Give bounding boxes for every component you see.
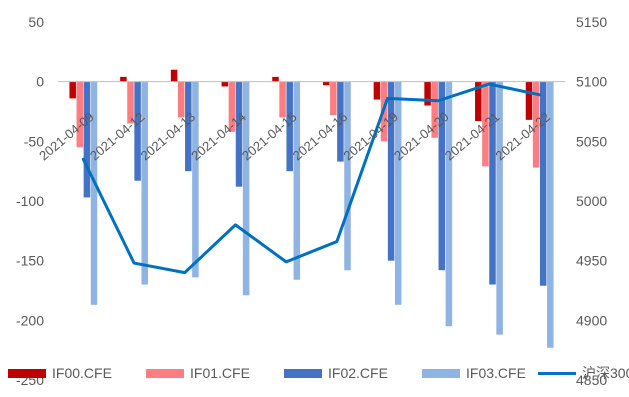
- bar-if03-cfe-2021-04-09: [90, 81, 98, 305]
- bar-if01-cfe-2021-04-15: [279, 81, 286, 118]
- bar-if02-cfe-2021-04-21: [489, 81, 496, 285]
- bar-if00-cfe-2021-04-22: [525, 81, 533, 120]
- y-left-tick-label: 50: [28, 14, 44, 30]
- bar-if03-cfe-2021-04-15: [293, 81, 301, 280]
- y-left-tick-label: -150: [16, 253, 44, 269]
- bar-if03-cfe-2021-04-19: [394, 81, 402, 305]
- bar-if00-cfe-2021-04-19: [373, 81, 381, 100]
- y-left-tick-label: 0: [36, 74, 44, 90]
- bar-if03-cfe-2021-04-13: [192, 81, 199, 278]
- legend-swatch: [146, 369, 184, 378]
- line-layer: [81, 82, 542, 275]
- bar-if02-cfe-2021-04-15: [286, 81, 293, 172]
- bar-if01-cfe-2021-04-16: [330, 81, 337, 116]
- bar-if03-cfe-2021-04-12: [141, 81, 148, 285]
- bar-if01-cfe-2021-04-22: [532, 81, 540, 168]
- bar-if03-cfe-2021-04-21: [496, 81, 503, 335]
- bar-if02-cfe-2021-04-22: [539, 81, 547, 286]
- legend-swatch: [284, 369, 322, 378]
- bar-if00-cfe-2021-04-09: [69, 81, 76, 99]
- bar-if02-cfe-2021-04-09: [83, 81, 91, 198]
- legend-swatch: [8, 369, 46, 378]
- bar-if02-cfe-2021-04-12: [134, 81, 141, 181]
- bar-if00-cfe-2021-04-21: [475, 81, 482, 122]
- bar-if00-cfe-2021-04-12: [120, 76, 127, 82]
- bar-if03-cfe-2021-04-16: [344, 81, 351, 271]
- bar-if00-cfe-2021-04-20: [424, 81, 431, 106]
- bar-if02-cfe-2021-04-16: [337, 81, 344, 162]
- bar-if00-cfe-2021-04-15: [272, 76, 279, 82]
- y-left-tick-label: -100: [16, 193, 44, 209]
- legend-label: IF03.CFE: [466, 365, 526, 381]
- bar-if00-cfe-2021-04-13: [170, 69, 178, 82]
- bar-if01-cfe-2021-04-12: [127, 81, 134, 124]
- bar-if02-cfe-2021-04-20: [438, 81, 446, 271]
- line-series-hs300: [81, 82, 542, 275]
- bar-if01-cfe-2021-04-13: [177, 81, 185, 118]
- y-right-tick-label: 5100: [576, 74, 607, 90]
- bar-if02-cfe-2021-04-19: [387, 81, 395, 261]
- y-right-tick-label: 4950: [576, 253, 607, 269]
- bar-if03-cfe-2021-04-14: [242, 81, 250, 296]
- y-right-tick-label: 5000: [576, 193, 607, 209]
- legend-label: 沪深300: [582, 365, 629, 381]
- bar-if02-cfe-2021-04-14: [235, 81, 243, 187]
- bar-if03-cfe-2021-04-22: [547, 81, 554, 348]
- y-right-tick-label: 4850: [576, 372, 607, 388]
- legend: IF00.CFE IF01.CFE IF02.CFE IF03.CFE 沪深300: [8, 365, 629, 381]
- y-left-tick-label: -200: [16, 312, 44, 328]
- bar-if01-cfe-2021-04-14: [228, 81, 236, 132]
- legend-label: IF02.CFE: [328, 365, 388, 381]
- y-right-tick-label: 5150: [576, 14, 607, 30]
- bar-if01-cfe-2021-04-09: [76, 81, 84, 148]
- bar-if03-cfe-2021-04-20: [445, 81, 453, 327]
- bar-if02-cfe-2021-04-13: [185, 81, 192, 172]
- legend-label: IF00.CFE: [52, 365, 112, 381]
- bar-if01-cfe-2021-04-20: [431, 81, 438, 138]
- bars-layer: [69, 69, 554, 348]
- legend-label: IF01.CFE: [190, 365, 250, 381]
- y-left-tick-label: -50: [24, 133, 44, 149]
- bar-if00-cfe-2021-04-14: [221, 81, 229, 87]
- legend-swatch: [422, 369, 460, 378]
- bar-if00-cfe-2021-04-16: [322, 81, 330, 86]
- y-right-tick-label: 5050: [576, 133, 607, 149]
- bar-if01-cfe-2021-04-21: [482, 81, 489, 167]
- y-right-tick-label: 4900: [576, 312, 607, 328]
